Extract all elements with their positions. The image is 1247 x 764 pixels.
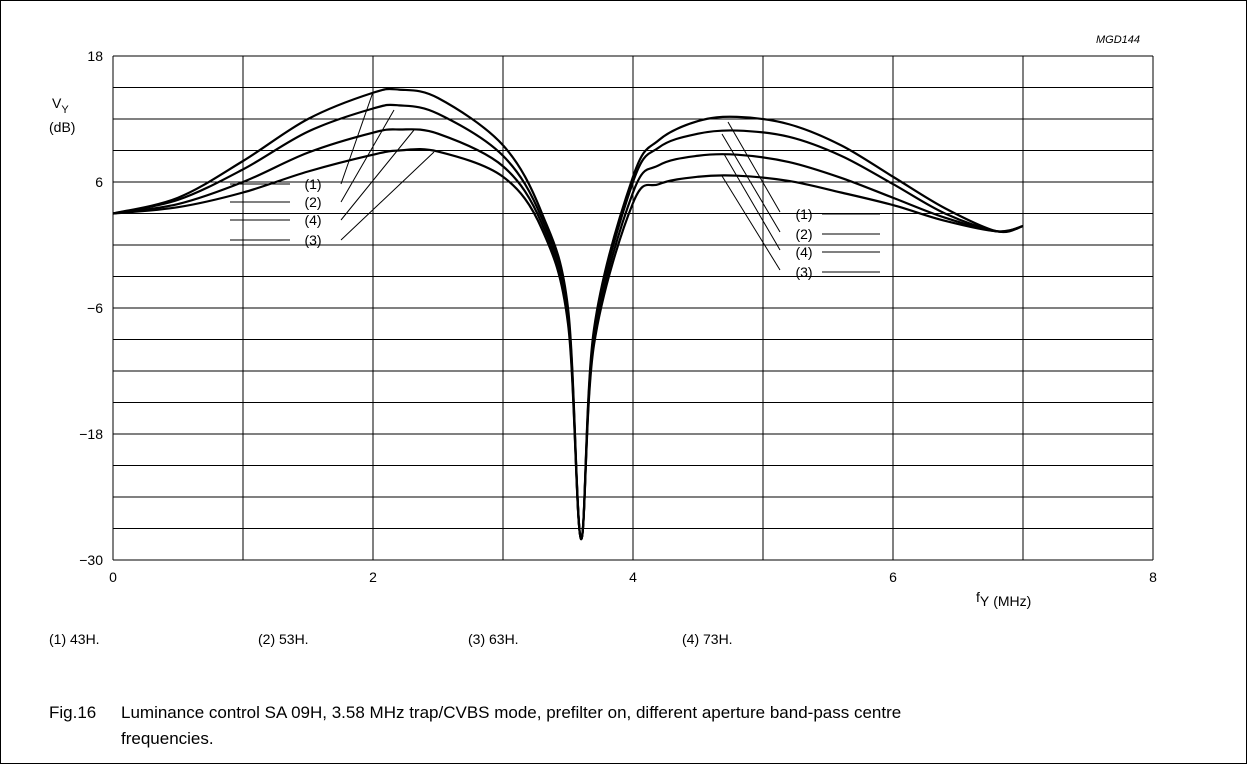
left-curve-label: (4) [304, 212, 321, 228]
note-3: (3) 63H. [468, 631, 519, 647]
curve-series-4 [112, 148, 1024, 541]
right-leader-diagonal [723, 153, 781, 251]
x-tick-label: 8 [1149, 569, 1157, 585]
y-tick-label: −18 [79, 426, 103, 442]
right-curve-label: (3) [795, 264, 812, 280]
leader-lines: (1) (2) (4) (3) (1) (2) (4) (3) [230, 91, 880, 280]
right-leader-diagonal [721, 175, 781, 271]
left-leader-diagonal [340, 129, 415, 221]
y-tick-label: −30 [79, 552, 103, 568]
figure-caption: Fig.16 Luminance control SA 09H, 3.58 MHz… [49, 700, 1229, 752]
x-axis-label: fY (MHz) [976, 589, 1031, 609]
right-curve-label: (1) [795, 206, 812, 222]
left-leader-diagonal [340, 91, 374, 185]
right-leader-diagonal [721, 133, 781, 233]
left-leader-diagonal [340, 151, 435, 241]
y-tick-label: 18 [87, 48, 103, 64]
chart-curves [112, 87, 1024, 541]
left-curve-label: (3) [304, 232, 321, 248]
right-curve-label: (4) [795, 244, 812, 260]
tick-labels: −30 −18 −6 6 18 0 2 4 6 8 [79, 48, 1157, 585]
frequency-response-chart: (1) (2) (4) (3) (1) (2) (4) (3) −30 −18 −6 6 18 0 2 4 6… [49, 34, 1157, 609]
left-curve-label: (1) [304, 176, 321, 192]
y-axis-unit: (dB) [49, 119, 75, 135]
y-tick-label: 6 [95, 174, 103, 190]
caption-number: Fig.16 [49, 703, 97, 722]
note-4: (4) 73H. [682, 631, 733, 647]
y-axis-label: VY [52, 95, 69, 116]
caption-text: Luminance control SA 09H, 3.58 MHz trap/… [121, 703, 902, 722]
left-leader-diagonal [340, 109, 395, 203]
y-tick-label: −6 [87, 300, 103, 316]
chart-grid [112, 55, 1154, 561]
left-curve-label: (2) [304, 194, 321, 210]
right-curve-label: (2) [795, 226, 812, 242]
caption-text-continued: frequencies. [121, 729, 214, 748]
x-tick-label: 4 [629, 569, 637, 585]
x-tick-label: 2 [369, 569, 377, 585]
x-tick-label: 6 [889, 569, 897, 585]
right-leader-diagonal [727, 121, 781, 213]
figure-code: MGD144 [1096, 34, 1140, 46]
note-1: (1) 43H. [49, 631, 100, 647]
note-2: (2) 53H. [258, 631, 309, 647]
x-tick-label: 0 [109, 569, 117, 585]
